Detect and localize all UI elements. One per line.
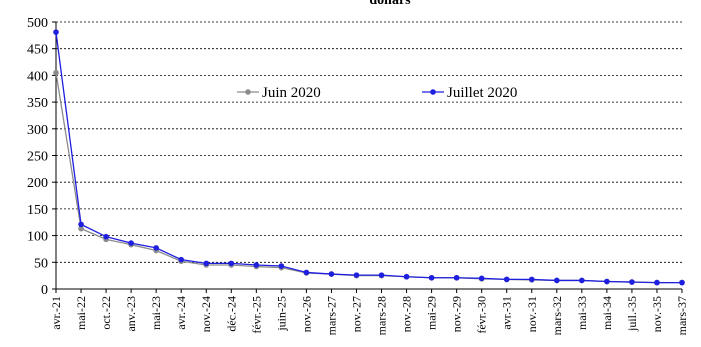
data-point [178, 256, 184, 263]
data-point [528, 276, 535, 283]
data-point [579, 277, 585, 284]
y-tick-label: 150 [27, 203, 48, 218]
x-tick-label: juil.-35 [625, 296, 639, 332]
data-point [53, 69, 59, 76]
x-tick-label: oct.-22 [99, 296, 113, 330]
x-tick-label: nov.-31 [525, 296, 539, 332]
series-line [55, 32, 682, 284]
data-point [554, 277, 560, 284]
x-axis-ticks: avr.-21 mai-22 oct.-22 anv.-23 mai-23 avr.-24… [49, 289, 689, 335]
x-tick-label: nov.-35 [650, 296, 664, 332]
legend-label: Juin 2020 [262, 85, 321, 101]
y-axis-ticks: 0 50 100 150 200 250 300 350 400 450 500 [27, 16, 56, 298]
x-tick-label: juin-25 [274, 296, 288, 332]
data-point [303, 269, 310, 276]
x-tick-label: mai-23 [149, 296, 163, 330]
data-point [153, 245, 159, 251]
data-point [78, 221, 84, 228]
data-point [378, 272, 385, 278]
data-point [203, 260, 210, 267]
x-tick-label: mars-37 [675, 296, 689, 335]
data-point [103, 233, 109, 240]
series-2 [53, 29, 685, 286]
legend: Juin 2020 Juillet 2020 [237, 85, 517, 101]
data-point [604, 278, 610, 285]
y-tick-label: 450 [27, 43, 48, 58]
x-tick-label: nov.-28 [400, 296, 414, 332]
x-tick-label: mai-34 [600, 296, 614, 330]
data-point [629, 279, 635, 285]
data-point [328, 271, 335, 277]
data-point [428, 274, 435, 281]
data-point [453, 274, 460, 281]
x-tick-label: mars-32 [550, 296, 564, 335]
data-point [353, 272, 360, 278]
x-tick-label: févr.-25 [249, 296, 263, 334]
y-tick-label: 400 [27, 69, 48, 84]
x-tick-label: avr.-21 [49, 296, 63, 330]
gridlines [56, 21, 682, 263]
chart-title: dollars [369, 0, 411, 8]
data-point [679, 279, 685, 286]
y-tick-label: 50 [34, 256, 48, 271]
y-tick-label: 250 [27, 150, 48, 165]
data-point [503, 276, 510, 283]
data-point [403, 273, 410, 280]
x-tick-label: nov.-24 [199, 296, 213, 332]
legend-item-1: Juin 2020 [237, 85, 321, 101]
data-point [278, 263, 285, 269]
x-tick-label: anv.-23 [124, 296, 138, 332]
data-point [228, 260, 235, 267]
legend-marker [245, 89, 251, 95]
y-tick-label: 300 [27, 123, 48, 138]
x-tick-label: févr.-30 [475, 296, 489, 334]
x-tick-label: mars-28 [375, 296, 389, 335]
legend-marker [430, 89, 436, 95]
x-tick-label: mai-29 [425, 296, 439, 330]
x-tick-label: déc.-24 [224, 296, 238, 332]
series-layer [53, 29, 685, 286]
y-tick-label: 350 [27, 96, 48, 111]
data-point [53, 29, 59, 35]
data-point [78, 225, 84, 232]
x-tick-label: mai-22 [74, 296, 88, 330]
y-tick-label: 500 [27, 16, 48, 31]
x-tick-label: mai-33 [575, 296, 589, 330]
x-tick-label: nov.-27 [349, 296, 363, 332]
y-tick-label: 0 [41, 283, 48, 298]
x-tick-label: avr.-31 [500, 296, 514, 330]
x-tick-label: avr.-24 [174, 296, 188, 330]
x-tick-label: nov.-26 [299, 296, 313, 332]
data-point [128, 240, 134, 246]
y-tick-label: 200 [27, 176, 48, 191]
series-line [55, 72, 682, 284]
y-tick-label: 100 [27, 230, 48, 245]
data-point [654, 279, 660, 286]
x-tick-label: mars-27 [324, 296, 338, 335]
data-point [478, 275, 485, 282]
legend-item-2: Juillet 2020 [422, 85, 517, 101]
data-point [253, 262, 260, 268]
legend-label: Juillet 2020 [447, 85, 517, 101]
x-tick-label: nov.-29 [450, 296, 464, 332]
